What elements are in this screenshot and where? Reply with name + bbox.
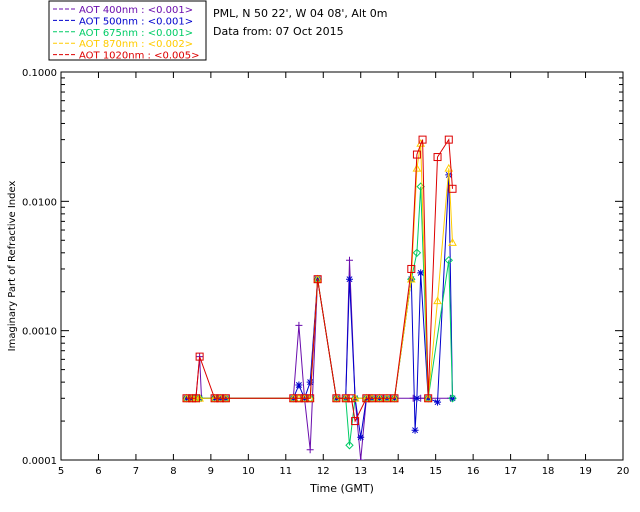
- x-tick-label: 19: [579, 466, 592, 477]
- axis-ticks: 5 6 7 8 9 10 11 12 13 14 15 16 17 18 19 20 0.0001 0.0010 0…: [22, 68, 629, 477]
- x-tick-label: 5: [58, 466, 64, 477]
- data-point: [306, 378, 314, 386]
- y-tick-label: 0.0100: [22, 197, 57, 208]
- data-point: [294, 394, 303, 403]
- data-point: [191, 394, 200, 403]
- data-point: [351, 417, 360, 426]
- data-point: [448, 184, 457, 193]
- data-point: [332, 394, 341, 403]
- data-point: [357, 433, 365, 441]
- legend-label: AOT 400nm : <0.001>: [79, 5, 193, 16]
- series-line: [186, 138, 453, 423]
- plot-area: [60, 71, 624, 461]
- data-point: [448, 394, 457, 403]
- data-point: [433, 153, 442, 162]
- data-point: [295, 321, 303, 329]
- series-3: [182, 182, 457, 450]
- legend-label: AOT 1020nm : <0.005>: [79, 51, 199, 62]
- data-point: [407, 264, 416, 273]
- info-block: PML, N 50 22', W 04 08', Alt 0m Data fro…: [213, 7, 387, 38]
- data-point: [418, 135, 427, 144]
- data-point: [423, 393, 433, 402]
- data-point: [345, 441, 354, 450]
- x-tick-label: 9: [208, 466, 214, 477]
- data-point: [412, 248, 422, 258]
- x-tick-label: 15: [429, 466, 442, 477]
- data-point: [345, 256, 353, 264]
- data-point: [407, 274, 416, 284]
- date-info: Data from: 07 Oct 2015: [213, 25, 344, 38]
- series-5: [182, 135, 457, 426]
- x-tick-label: 6: [95, 466, 101, 477]
- x-tick-label: 8: [170, 466, 176, 477]
- legend: AOT 400nm : <0.001>AOT 500nm : <0.001>AO…: [48, 0, 207, 62]
- data-point: [221, 394, 230, 403]
- station-info: PML, N 50 22', W 04 08', Alt 0m: [213, 7, 387, 20]
- data-point: [347, 394, 356, 403]
- data-point: [413, 394, 421, 402]
- x-tick-label: 18: [542, 466, 555, 477]
- data-point: [390, 394, 399, 403]
- x-tick-label: 14: [392, 466, 405, 477]
- data-point: [345, 275, 353, 283]
- data-point: [411, 426, 419, 434]
- data-point: [216, 394, 225, 403]
- series-line: [186, 260, 451, 460]
- data-point: [416, 182, 425, 191]
- data-point: [417, 269, 425, 277]
- y-tick-label: 0.1000: [22, 68, 57, 79]
- data-point: [433, 296, 442, 305]
- y-tick-label: 0.0010: [22, 327, 57, 338]
- legend-label: AOT 675nm : <0.001>: [79, 28, 193, 39]
- x-tick-label: 11: [279, 466, 292, 477]
- data-point: [295, 381, 303, 389]
- data-point: [300, 394, 309, 403]
- data-point: [412, 163, 422, 172]
- series-layer: [182, 135, 457, 460]
- data-point: [306, 394, 315, 403]
- legend-label: AOT 870nm : <0.002>: [79, 39, 193, 50]
- data-point: [362, 394, 371, 403]
- x-tick-label: 20: [617, 466, 630, 477]
- data-point: [182, 394, 191, 403]
- legend-label: AOT 500nm : <0.001>: [79, 16, 193, 27]
- x-axis-label: Time (GMT): [309, 482, 374, 495]
- data-point: [313, 275, 322, 284]
- data-point: [210, 394, 219, 403]
- data-point: [434, 398, 442, 406]
- data-point: [444, 135, 453, 144]
- data-point: [195, 352, 204, 361]
- x-tick-label: 12: [317, 466, 330, 477]
- data-point: [306, 446, 314, 454]
- y-tick-label: 0.0001: [22, 456, 57, 467]
- x-tick-label: 17: [504, 466, 517, 477]
- data-point: [444, 256, 453, 265]
- data-point: [412, 150, 421, 159]
- y-axis-label: Imaginary Part of Refractive Index: [7, 181, 18, 352]
- data-point: [357, 456, 365, 460]
- data-point: [448, 238, 457, 246]
- x-tick-label: 16: [467, 466, 480, 477]
- data-point: [289, 394, 298, 403]
- x-tick-label: 13: [354, 466, 367, 477]
- x-tick-label: 7: [133, 466, 139, 477]
- data-point: [424, 394, 433, 403]
- data-point: [341, 394, 350, 403]
- x-tick-label: 10: [242, 466, 255, 477]
- legend-box: [48, 0, 207, 61]
